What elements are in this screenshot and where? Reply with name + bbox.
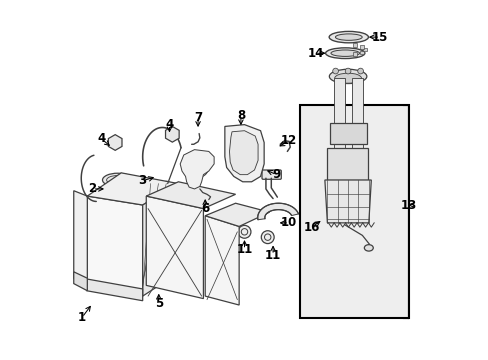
Bar: [352, 53, 356, 56]
Circle shape: [345, 68, 350, 74]
Bar: [352, 78, 363, 184]
Polygon shape: [142, 184, 178, 296]
Polygon shape: [165, 126, 179, 142]
Text: 4: 4: [97, 132, 105, 145]
Circle shape: [332, 68, 338, 74]
Circle shape: [238, 225, 250, 238]
Text: 11: 11: [236, 243, 252, 256]
Polygon shape: [257, 203, 298, 220]
Bar: [326, 148, 367, 180]
Text: 8: 8: [236, 109, 244, 122]
Polygon shape: [224, 125, 264, 182]
Circle shape: [230, 139, 258, 167]
Circle shape: [261, 231, 274, 244]
Text: 10: 10: [281, 216, 297, 229]
Text: 7: 7: [194, 111, 202, 124]
Ellipse shape: [330, 50, 359, 57]
Text: 15: 15: [371, 31, 387, 44]
FancyBboxPatch shape: [262, 170, 281, 179]
Text: 14: 14: [307, 47, 324, 60]
Polygon shape: [146, 196, 203, 298]
Circle shape: [161, 181, 172, 193]
Bar: [329, 123, 366, 144]
Polygon shape: [229, 131, 258, 175]
Bar: [363, 48, 366, 51]
Bar: [299, 105, 408, 318]
Text: 9: 9: [272, 168, 280, 181]
Ellipse shape: [334, 73, 361, 83]
Bar: [360, 45, 363, 49]
Bar: [360, 50, 363, 54]
Circle shape: [187, 156, 208, 177]
Text: 16: 16: [303, 221, 319, 234]
Polygon shape: [87, 196, 142, 296]
Polygon shape: [205, 203, 269, 226]
Polygon shape: [74, 191, 87, 285]
Ellipse shape: [364, 245, 372, 251]
Text: 11: 11: [264, 248, 281, 261]
Polygon shape: [146, 182, 235, 208]
Text: 12: 12: [281, 134, 297, 147]
Text: 4: 4: [165, 118, 173, 131]
Circle shape: [357, 68, 363, 74]
Polygon shape: [74, 272, 87, 291]
Polygon shape: [205, 216, 239, 305]
Text: 1: 1: [78, 311, 86, 324]
Bar: [352, 43, 356, 47]
Polygon shape: [108, 135, 122, 150]
Text: 13: 13: [400, 198, 416, 212]
Text: 3: 3: [138, 174, 146, 187]
Ellipse shape: [102, 173, 133, 187]
Text: 5: 5: [154, 297, 163, 310]
Ellipse shape: [325, 48, 364, 59]
Bar: [333, 78, 344, 184]
Polygon shape: [324, 180, 370, 223]
Polygon shape: [87, 173, 178, 205]
Text: 2: 2: [88, 183, 97, 195]
Polygon shape: [180, 150, 214, 189]
Polygon shape: [86, 279, 142, 301]
Ellipse shape: [328, 69, 366, 84]
Circle shape: [191, 160, 204, 173]
Ellipse shape: [335, 34, 362, 40]
Ellipse shape: [328, 31, 367, 43]
Circle shape: [235, 144, 253, 162]
Text: 6: 6: [201, 202, 209, 215]
